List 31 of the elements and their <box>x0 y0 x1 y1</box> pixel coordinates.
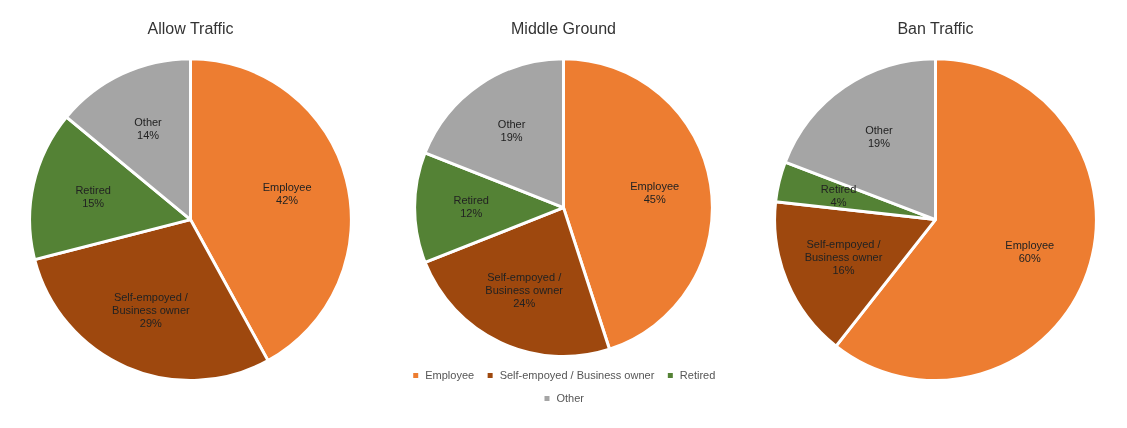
data-label: 19% <box>500 130 523 143</box>
slice-label: Other <box>497 117 526 130</box>
slice-label: Retired <box>452 194 489 207</box>
legend-label: Retired <box>679 368 715 381</box>
chart-title: Ban Traffic <box>897 20 974 38</box>
data-label: 16% <box>832 264 855 277</box>
data-label: 45% <box>643 192 666 205</box>
legend-label: Employee <box>424 368 474 381</box>
slice-label: Self-empoyed / Business owner <box>484 271 563 297</box>
legend-label: Other <box>555 391 584 404</box>
data-label: 24% <box>512 297 535 310</box>
slice-label: Retired <box>820 182 857 195</box>
slice-label: Self-empoyed / Business owner <box>804 238 883 264</box>
data-label: 19% <box>867 136 891 149</box>
data-label: 60% <box>1018 251 1041 264</box>
slice-label: Self-empoyed / Business owner <box>112 291 191 317</box>
data-label: 4% <box>830 195 847 208</box>
data-label: 42% <box>276 194 299 207</box>
slice-label: Employee <box>1005 238 1055 251</box>
slice-label: Other <box>865 123 894 136</box>
legend-label: Self-empoyed / Business owner <box>499 368 655 381</box>
data-label: 12% <box>459 207 482 220</box>
slice-label: Retired <box>75 184 111 197</box>
data-label: 14% <box>137 128 160 141</box>
data-label: 29% <box>139 317 163 330</box>
slice-label: Other <box>134 115 163 128</box>
slice-label: Employee <box>262 181 312 194</box>
chart-title: Middle Ground <box>510 20 616 38</box>
slice-label: Employee <box>629 179 679 192</box>
chart-title: Allow Traffic <box>147 20 234 38</box>
data-label: 15% <box>82 197 105 210</box>
